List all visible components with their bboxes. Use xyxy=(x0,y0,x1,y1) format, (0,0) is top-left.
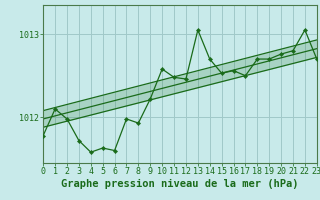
X-axis label: Graphe pression niveau de la mer (hPa): Graphe pression niveau de la mer (hPa) xyxy=(61,179,299,189)
